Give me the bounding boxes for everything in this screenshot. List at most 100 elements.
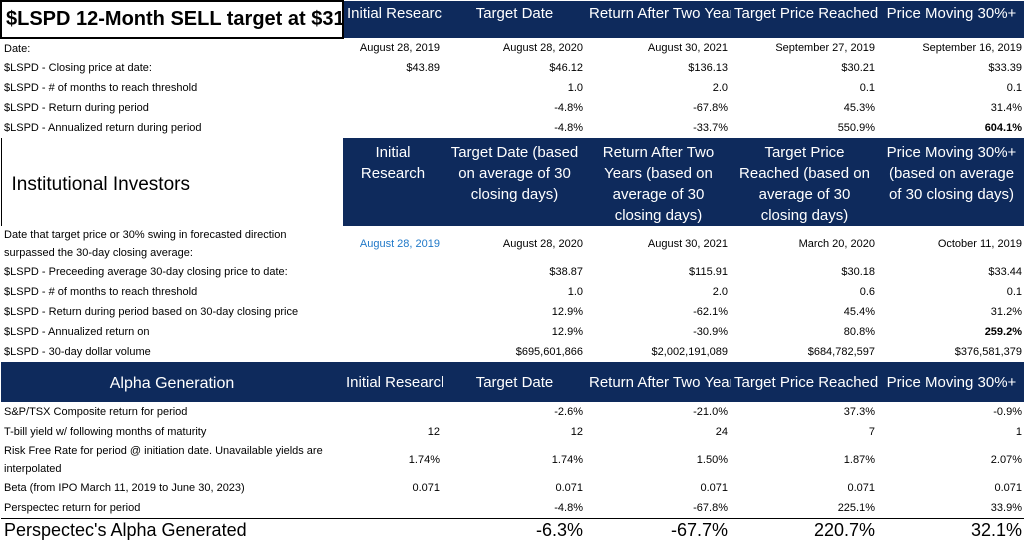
cell: September 27, 2019 xyxy=(775,42,875,54)
cell: -30.9% xyxy=(693,326,728,338)
cell: $684,782,597 xyxy=(807,346,875,358)
cell: 1.74% xyxy=(408,454,440,466)
cell: -0.9% xyxy=(993,406,1022,418)
cell: -62.1% xyxy=(693,306,728,318)
cell: 0.071 xyxy=(412,482,440,494)
cell: 24 xyxy=(715,426,728,438)
cell: 0.1 xyxy=(1006,286,1022,298)
cell: 12.9% xyxy=(551,306,583,318)
cell: 1 xyxy=(1015,426,1022,438)
cell: 31.4% xyxy=(990,102,1022,114)
cell: 1.87% xyxy=(843,454,875,466)
cell xyxy=(343,262,443,282)
table-row: Date that target price or 30% swing in f… xyxy=(1,226,1024,262)
cell: $115.91 xyxy=(689,266,728,278)
cell: 12 xyxy=(427,426,440,438)
cell: August 30, 2021 xyxy=(647,238,728,250)
cell: 80.8% xyxy=(843,326,875,338)
cell: 2.07% xyxy=(990,454,1022,466)
table-row: $LSPD - Preceeding average 30-day closin… xyxy=(1,262,1024,282)
cell: August 28, 2019 xyxy=(359,42,440,54)
table-row: $LSPD - Closing price at date: $43.89 $4… xyxy=(1,58,1024,78)
row-label: $LSPD - # of months to reach threshold xyxy=(4,286,198,298)
table-row: Beta (from IPO March 11, 2019 to June 30… xyxy=(1,478,1024,498)
cell: 12.9% xyxy=(551,326,583,338)
cell: 1.74% xyxy=(551,454,583,466)
cell xyxy=(343,517,443,542)
table-row: Perspectec return for period -4.8% -67.8… xyxy=(1,498,1024,518)
cell: $136.13 xyxy=(688,62,728,74)
cell xyxy=(343,402,443,422)
row-label: $LSPD - 30-day dollar volume xyxy=(4,346,151,358)
cell: 7 xyxy=(868,426,875,438)
section1-header: $LSPD 12-Month SELL target at $31 Initia… xyxy=(0,0,1024,39)
table-row: $LSPD - Return during period -4.8% -67.8… xyxy=(1,98,1024,118)
cell: 1.0 xyxy=(567,286,583,298)
table-row: Risk Free Rate for period @ initiation d… xyxy=(1,442,1024,478)
col-return-two-years: Return After Two Years xyxy=(586,1,731,38)
col-target-date: Target Date xyxy=(443,362,586,402)
cell xyxy=(343,342,443,362)
table-row: $LSPD - Annualized return during period … xyxy=(1,118,1024,138)
row-label: $LSPD - Return during period based on 30… xyxy=(4,306,299,318)
col-return-two-years: Return After Two Years xyxy=(586,362,731,402)
cell: $46.12 xyxy=(549,62,583,74)
cell xyxy=(343,498,443,518)
table-row: T-bill yield w/ following months of matu… xyxy=(1,422,1024,442)
cell: 2.0 xyxy=(712,82,728,94)
section3-header: Alpha Generation Initial Research Target… xyxy=(1,362,1024,402)
row-label: T-bill yield w/ following months of matu… xyxy=(4,426,207,438)
cell: 33.9% xyxy=(990,501,1022,514)
cell: 0.1 xyxy=(1006,82,1022,94)
cell: -2.6% xyxy=(554,406,583,418)
table-row: S&P/TSX Composite return for period -2.6… xyxy=(1,402,1024,422)
row-label: S&P/TSX Composite return for period xyxy=(4,406,188,418)
cell: $33.44 xyxy=(988,266,1022,278)
table-row: $LSPD - # of months to reach threshold 1… xyxy=(1,78,1024,98)
cell: August 30, 2021 xyxy=(647,42,728,54)
cell xyxy=(343,302,443,322)
cell: 1.50% xyxy=(696,454,728,466)
col-target-date: Target Date xyxy=(443,1,586,38)
row-label: $LSPD - Annualized return on xyxy=(4,326,150,338)
cell: $30.18 xyxy=(841,266,875,278)
col-target-price-reached: Target Price Reached xyxy=(731,1,878,38)
cell: 45.4% xyxy=(843,306,875,318)
cell: 0.071 xyxy=(555,482,583,494)
cell: 225.1% xyxy=(837,501,875,514)
cell: -6.3% xyxy=(443,517,586,542)
cell: September 16, 2019 xyxy=(922,42,1022,54)
col-return-two-years-avg: Return After Two Years (based on average… xyxy=(586,138,731,226)
cell xyxy=(343,78,443,98)
col-price-moving: Price Moving 30%+ xyxy=(878,362,1024,402)
cell: $695,601,866 xyxy=(515,346,583,358)
cell: -33.7% xyxy=(693,122,728,134)
cell xyxy=(343,98,443,118)
cell: August 28, 2020 xyxy=(502,238,583,250)
col-initial-research: Initial Research xyxy=(343,138,443,226)
col-target-date-avg: Target Date (based on average of 30 clos… xyxy=(443,138,586,226)
row-label: $LSPD - # of months to reach threshold xyxy=(4,82,198,94)
col-price-moving-avg: Price Moving 30%+ (based on average of 3… xyxy=(878,138,1024,226)
row-label: Risk Free Rate for period @ initiation d… xyxy=(4,445,323,475)
cell: 550.9% xyxy=(837,122,875,134)
cell: 31.2% xyxy=(990,306,1022,318)
table-row: $LSPD - Annualized return on 12.9% -30.9… xyxy=(1,322,1024,342)
cell: -67.8% xyxy=(693,501,728,514)
final-row-label: Perspectec's Alpha Generated xyxy=(1,517,343,542)
cell: 220.7% xyxy=(731,517,878,542)
cell xyxy=(343,118,443,138)
row-label: $LSPD - Return during period xyxy=(4,102,149,114)
col-target-price-reached-avg: Target Price Reached (based on average o… xyxy=(731,138,878,226)
row-label: $LSPD - Closing price at date: xyxy=(4,62,152,74)
cell: August 28, 2019 xyxy=(359,238,440,250)
cell-highlight: 604.1% xyxy=(984,122,1022,134)
row-label: Date: xyxy=(4,42,31,55)
final-row: Perspectec's Alpha Generated -6.3% -67.7… xyxy=(1,517,1024,542)
cell: -4.8% xyxy=(554,102,583,114)
table-row: Date: August 28, 2019 August 28, 2020 Au… xyxy=(1,38,1024,58)
row-label: $LSPD - Preceeding average 30-day closin… xyxy=(4,266,288,278)
cell: 12 xyxy=(570,426,583,438)
cell: $30.21 xyxy=(841,62,875,74)
